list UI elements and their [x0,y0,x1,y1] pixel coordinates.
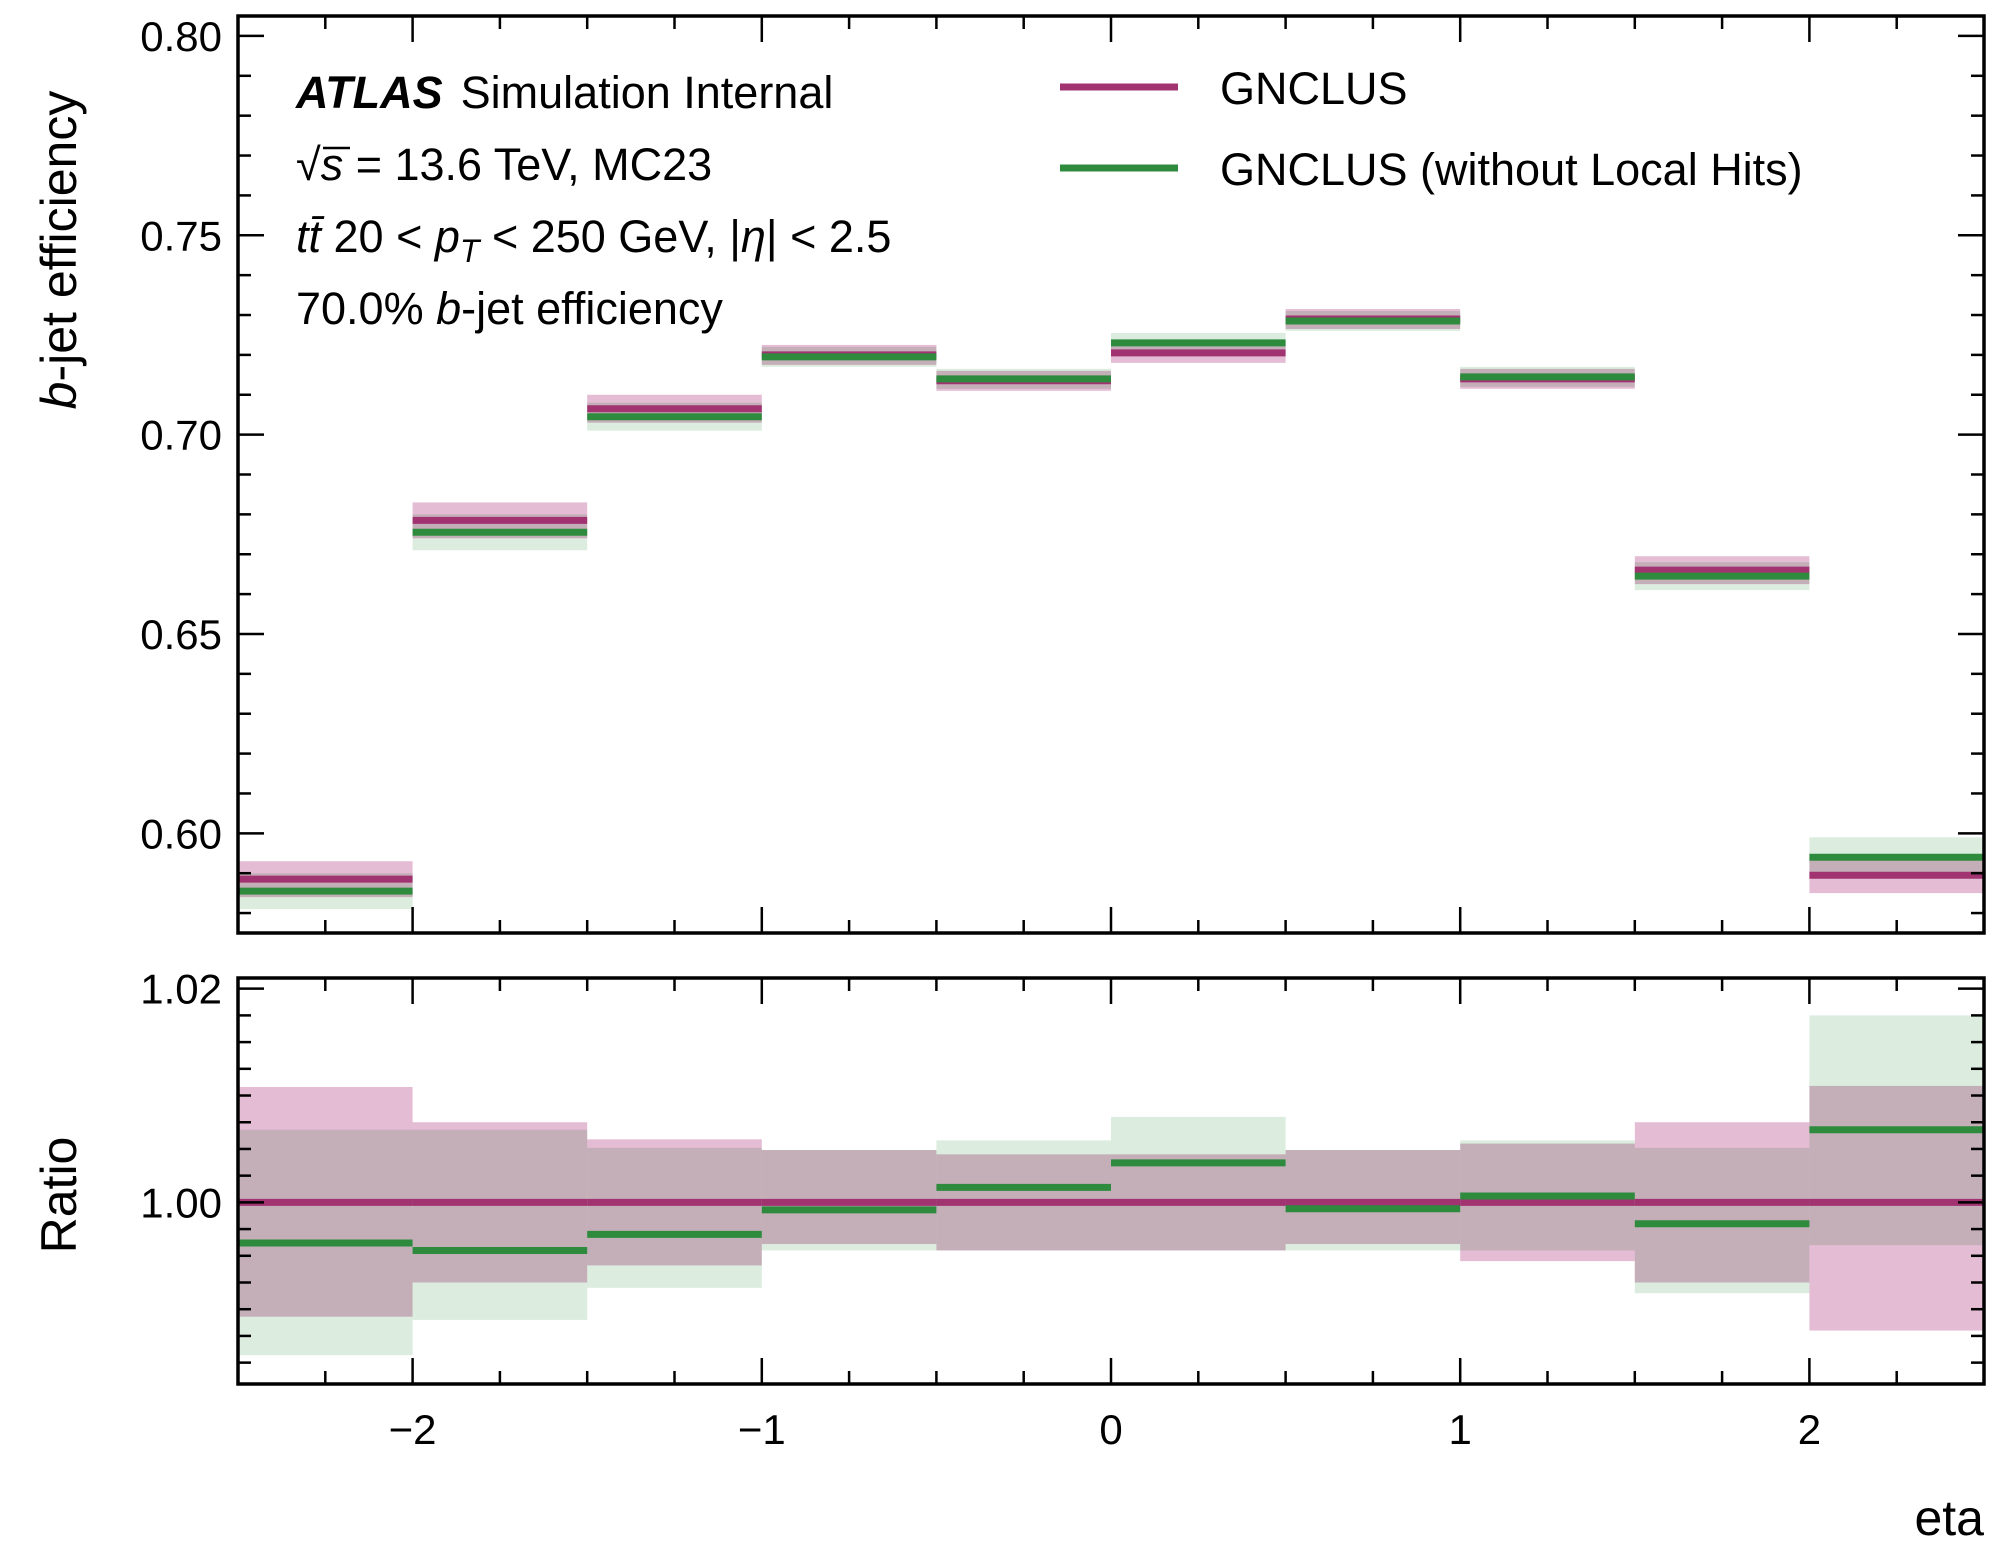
sqrt-symbol: √ [296,139,321,190]
sel-p: p [433,211,460,262]
x-tick-label: −1 [738,1406,786,1453]
legend-label-gnclus: GNCLUS [1220,63,1408,114]
selection-label: tt̄ 20 < pT < 250 GeV, |η| < 2.5 [296,211,891,269]
atlas-label: ATLAS Simulation Internal [295,67,833,118]
energy-label: √s = 13.6 TeV, MC23 [296,139,712,190]
ratio-ytick-label: 1.02 [140,966,222,1013]
wp-c: -jet efficiency [461,283,723,334]
x-tick-label: 2 [1798,1406,1821,1453]
main-plot-area [238,309,1984,910]
sel-eta: η [741,211,766,262]
atlas-bold: ATLAS [295,67,443,118]
atlas-rest: Simulation Internal [461,67,834,118]
ratio-plot-area [238,1015,1984,1356]
sel-b: < 250 GeV, | [479,211,740,262]
sqrt-s: s [321,139,344,190]
sel-a: 20 < [321,211,435,262]
main-ytick-label: 0.70 [140,412,222,459]
ratio-band-s1-bin2 [587,1147,762,1288]
wp-label: 70.0% b-jet efficiency [296,283,723,334]
ratio-band-s1-bin1 [412,1129,588,1320]
wp-a: 70.0% [296,283,436,334]
wp-b: b [436,283,461,334]
legend: GNCLUS GNCLUS (without Local Hits) [1060,63,1803,195]
ratio-panel: 1.00 1.02 −2 −1 0 1 2 [140,966,1986,1453]
ttbar: tt̄ [296,211,325,262]
main-panel: 0.60 0.65 0.70 0.75 0.80 [140,13,1986,935]
ratio-ytick-label: 1.00 [140,1179,222,1226]
sel-T: T [460,233,482,269]
energy-rest: = 13.6 TeV, MC23 [343,139,712,190]
sel-c: | < 2.5 [766,211,892,262]
main-ytick-label: 0.60 [140,810,222,857]
main-ylabel: b-jet efficiency [31,91,87,410]
x-tick-label: −2 [389,1406,437,1453]
ratio-band-s1-bin4 [936,1140,1111,1251]
legend-label-gnclus-nolh: GNCLUS (without Local Hits) [1220,144,1803,195]
main-ylabel-b: b [31,382,87,410]
x-tick-label: 0 [1099,1406,1122,1453]
ratio-ylabel: Ratio [31,1137,87,1254]
ratio-band-s1-bin5 [1111,1116,1286,1251]
main-ylabel-rest: -jet efficiency [31,91,87,382]
x-axis-label: eta [1914,1490,1984,1546]
main-ytick-label: 0.80 [140,13,222,60]
x-tick-label: 1 [1449,1406,1472,1453]
main-ytick-label: 0.75 [140,212,222,259]
main-ytick-label: 0.65 [140,611,222,658]
